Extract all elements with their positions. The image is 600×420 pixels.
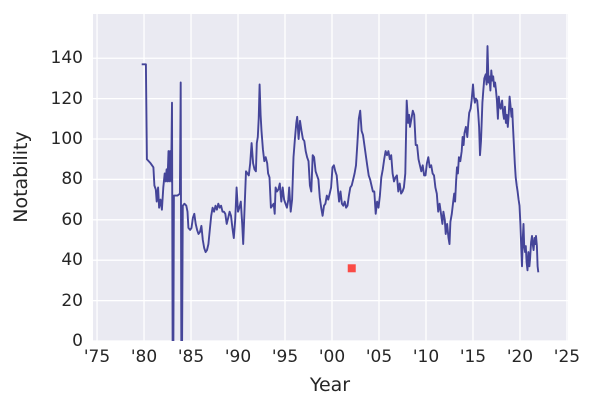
plot-area bbox=[93, 14, 568, 341]
x-tick-label: '15 bbox=[459, 347, 487, 367]
x-tick-label: '95 bbox=[271, 347, 299, 367]
y-tick-label: 0 bbox=[72, 331, 83, 351]
y-tick-label: 40 bbox=[61, 250, 83, 271]
x-tick-label: '00 bbox=[318, 347, 346, 367]
x-tick-label: '05 bbox=[365, 347, 393, 367]
line-chart-canvas bbox=[93, 14, 568, 341]
x-tick-label: '75 bbox=[83, 347, 111, 367]
highlight-point-marker bbox=[347, 264, 356, 273]
x-tick-label: '10 bbox=[412, 347, 440, 367]
y-tick-label: 140 bbox=[50, 48, 83, 69]
x-tick-label: '85 bbox=[177, 347, 205, 367]
y-tick-label: 100 bbox=[50, 129, 83, 150]
x-tick-label: '25 bbox=[553, 347, 581, 367]
y-tick-label: 120 bbox=[50, 88, 83, 109]
y-tick-label: 80 bbox=[61, 169, 83, 190]
x-tick-label: '80 bbox=[130, 347, 158, 367]
x-tick-label: '90 bbox=[224, 347, 252, 367]
x-axis-label: Year bbox=[309, 374, 351, 396]
y-tick-label: 20 bbox=[61, 290, 83, 311]
x-tick-label: '20 bbox=[506, 347, 534, 367]
notability-timeseries bbox=[141, 45, 540, 341]
y-axis-label: Notability bbox=[10, 131, 32, 223]
y-tick-label: 60 bbox=[61, 209, 83, 230]
